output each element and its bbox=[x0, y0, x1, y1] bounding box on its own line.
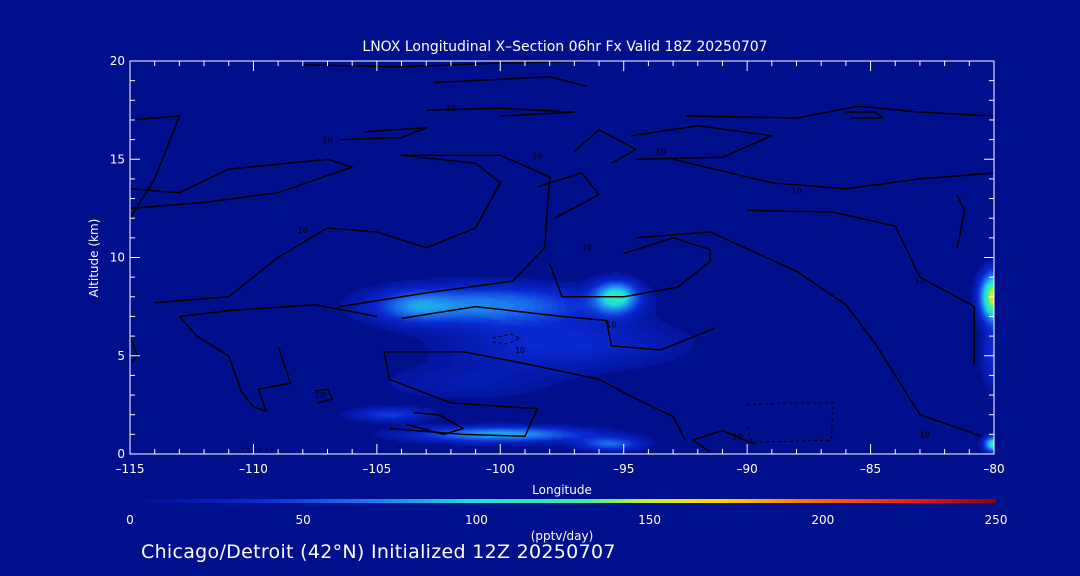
contour-line bbox=[130, 158, 353, 210]
contour-line bbox=[537, 172, 600, 219]
y-axis-label: Altitude (km) bbox=[87, 219, 101, 298]
x-axis: –115 –110 –105 –100 –95 –90 –85 –80 bbox=[116, 61, 1005, 476]
chart-title: LNOX Longitudinal X–Section 06hr Fx Vali… bbox=[362, 39, 767, 55]
contour-line bbox=[548, 237, 711, 298]
contour-line bbox=[339, 127, 427, 141]
heatmap-field bbox=[130, 61, 994, 454]
y-tick-label: 5 bbox=[117, 349, 125, 363]
contour-line-dashed bbox=[746, 402, 835, 443]
x-tick-label: –115 bbox=[116, 462, 145, 476]
contour-label: 10 bbox=[322, 136, 332, 145]
x-tick-label: –95 bbox=[613, 462, 634, 476]
contour-line bbox=[154, 154, 551, 308]
footer-caption: Chicago/Detroit (42°N) Initialized 12Z 2… bbox=[141, 541, 616, 563]
contour-label: 10 bbox=[532, 151, 542, 160]
contour-label: 10 bbox=[791, 187, 801, 196]
colorbar-tick-label: 100 bbox=[465, 513, 488, 527]
y-tick-label: 20 bbox=[110, 54, 125, 68]
contour-line bbox=[433, 75, 587, 88]
x-tick-label: –105 bbox=[362, 462, 391, 476]
contour-line bbox=[672, 158, 994, 190]
contour-label: 10 bbox=[920, 430, 930, 439]
y-tick-label: 10 bbox=[110, 251, 125, 265]
contour-labels: 10 10 10 10 10 10 10 10 10 10 10 10 10 bbox=[298, 104, 930, 441]
colorbar-tick-label: 200 bbox=[811, 513, 834, 527]
contour-label: 10 bbox=[606, 320, 616, 329]
contour-line bbox=[573, 129, 637, 164]
contour-line bbox=[636, 231, 982, 438]
contour-line bbox=[692, 429, 755, 453]
colorbar bbox=[130, 499, 996, 503]
colorbar-tick-label: 0 bbox=[126, 513, 134, 527]
x-axis-label: Longitude bbox=[532, 483, 592, 497]
contour-label: 10 bbox=[298, 226, 308, 235]
contour-label: 10 bbox=[915, 277, 925, 286]
contour-line-dashed bbox=[241, 447, 281, 451]
colorbar-tick-label: 150 bbox=[638, 513, 661, 527]
contour-label: 10 bbox=[515, 346, 525, 355]
contour-line bbox=[314, 388, 334, 404]
y-tick-label: 15 bbox=[110, 152, 125, 166]
colorbar-tick-label: 250 bbox=[985, 513, 1008, 527]
contour-line bbox=[406, 411, 465, 436]
y-axis: 0 5 10 15 20 bbox=[110, 54, 994, 461]
colorbar-ticks: 0 50 100 150 200 250 bbox=[126, 513, 1007, 527]
contour-label: 10 bbox=[656, 147, 666, 156]
contour-line bbox=[630, 125, 773, 161]
x-tick-label: –110 bbox=[239, 462, 268, 476]
x-tick-label: –90 bbox=[737, 462, 758, 476]
y-tick-label: 0 bbox=[117, 447, 125, 461]
contour-line bbox=[178, 303, 378, 412]
contour-line bbox=[401, 305, 716, 351]
contour-line bbox=[747, 209, 976, 364]
x-tick-label: –100 bbox=[486, 462, 515, 476]
contour-label: 10 bbox=[582, 244, 592, 253]
contour-label: 10 bbox=[446, 104, 456, 113]
contour-line bbox=[130, 115, 181, 219]
contour-label: 10 bbox=[732, 432, 742, 441]
contour-line bbox=[845, 111, 884, 119]
contour-line bbox=[383, 351, 687, 441]
contour-line bbox=[956, 194, 966, 248]
contour-line bbox=[685, 105, 994, 119]
colorbar-label: (pptv/day) bbox=[531, 529, 594, 543]
x-tick-label: –80 bbox=[983, 462, 1004, 476]
contour-lines bbox=[130, 61, 994, 453]
x-tick-label: –85 bbox=[860, 462, 881, 476]
contour-label: 10 bbox=[315, 391, 325, 400]
colorbar-tick-label: 50 bbox=[296, 513, 311, 527]
contour-line bbox=[426, 107, 576, 117]
